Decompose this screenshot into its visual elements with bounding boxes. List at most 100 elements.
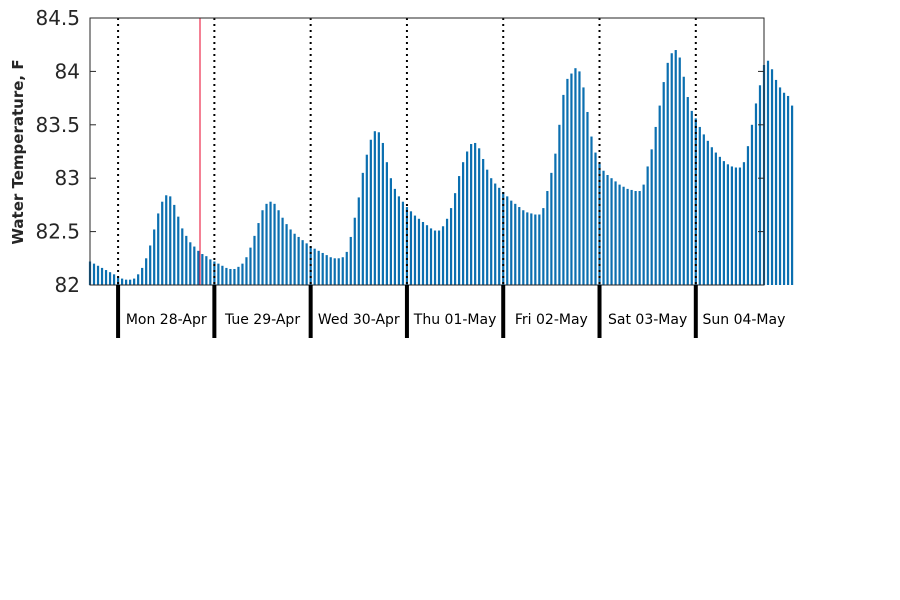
bar <box>345 251 348 285</box>
bar <box>393 188 397 285</box>
bar <box>766 60 770 285</box>
bar <box>233 268 236 285</box>
bar <box>305 243 308 285</box>
bar <box>181 228 184 285</box>
bar <box>594 152 597 285</box>
bar <box>710 147 713 285</box>
bar <box>293 233 296 285</box>
bar <box>658 105 661 285</box>
bar <box>361 172 364 285</box>
bar <box>313 248 316 285</box>
bar <box>125 279 128 285</box>
bar <box>678 57 681 285</box>
day-label: Thu 01-May <box>413 312 497 328</box>
bar <box>201 254 204 285</box>
bar <box>786 95 790 286</box>
bar <box>173 204 176 285</box>
bar <box>409 211 413 285</box>
bar <box>253 235 256 285</box>
bar <box>514 203 517 285</box>
day-label: Fri 02-May <box>515 312 588 328</box>
bar <box>237 266 240 285</box>
bar <box>526 212 529 285</box>
bar <box>606 175 609 285</box>
bar <box>694 118 697 285</box>
bar <box>542 208 545 285</box>
day-label: Sat 03-May <box>608 312 687 328</box>
bar <box>750 124 754 285</box>
bar <box>112 274 116 285</box>
day-axis: Mon 28-Apr Tue 29-Apr Wed 30-Apr Thu 01-May… <box>116 285 785 338</box>
bar <box>133 278 136 285</box>
bar <box>718 156 721 285</box>
bar <box>758 85 762 285</box>
bar <box>445 218 449 285</box>
bar <box>165 195 168 285</box>
bar <box>666 62 669 285</box>
bar <box>578 71 581 286</box>
bar <box>614 181 617 285</box>
bar <box>586 111 589 285</box>
bar <box>100 267 104 285</box>
bar <box>261 210 264 285</box>
bar <box>92 263 96 285</box>
bar <box>120 278 124 285</box>
bar <box>714 152 717 285</box>
bar <box>209 259 212 285</box>
bar <box>702 134 705 285</box>
bar <box>421 221 425 285</box>
bar <box>401 201 405 285</box>
bar <box>337 258 340 285</box>
bar <box>754 103 758 285</box>
bar <box>486 169 489 285</box>
bar <box>546 191 549 285</box>
bar <box>654 126 657 285</box>
day-label: Wed 30-Apr <box>318 312 400 328</box>
bar <box>161 201 164 285</box>
bar <box>377 132 380 285</box>
bar <box>205 256 208 285</box>
y-tick-label: 84.5 <box>35 6 80 30</box>
bar <box>638 191 641 285</box>
bar <box>269 201 272 285</box>
bar <box>510 200 513 285</box>
y-axis: 82 82.5 83 83.5 84 84.5 <box>35 6 764 297</box>
bar <box>297 236 300 285</box>
bar <box>333 258 336 285</box>
bar <box>413 215 417 285</box>
bar <box>145 258 148 285</box>
bar <box>738 167 742 285</box>
bar <box>221 265 224 285</box>
bar <box>726 164 729 285</box>
bar <box>622 186 625 285</box>
bar <box>433 230 437 285</box>
bar <box>674 50 677 285</box>
bar <box>141 267 144 285</box>
y-tick-label: 84 <box>55 59 80 83</box>
bar <box>329 257 332 285</box>
bar <box>538 214 541 285</box>
day-divider-lines <box>117 18 697 285</box>
bars-layer <box>88 50 794 286</box>
bar <box>706 140 709 285</box>
bar <box>441 226 445 285</box>
bar <box>241 263 244 285</box>
bar <box>225 267 228 285</box>
bar <box>257 223 260 285</box>
bar <box>778 87 782 285</box>
bar <box>474 142 477 285</box>
bar <box>730 166 734 285</box>
bar <box>281 217 284 285</box>
bar <box>650 149 653 285</box>
bar <box>137 274 140 285</box>
bar <box>425 225 429 285</box>
bar <box>550 172 553 285</box>
bar <box>774 79 778 285</box>
bar <box>782 92 786 285</box>
bar <box>598 163 601 285</box>
bar <box>185 235 188 285</box>
bar <box>582 87 585 285</box>
bar <box>449 208 453 285</box>
day-label: Mon 28-Apr <box>126 312 207 328</box>
